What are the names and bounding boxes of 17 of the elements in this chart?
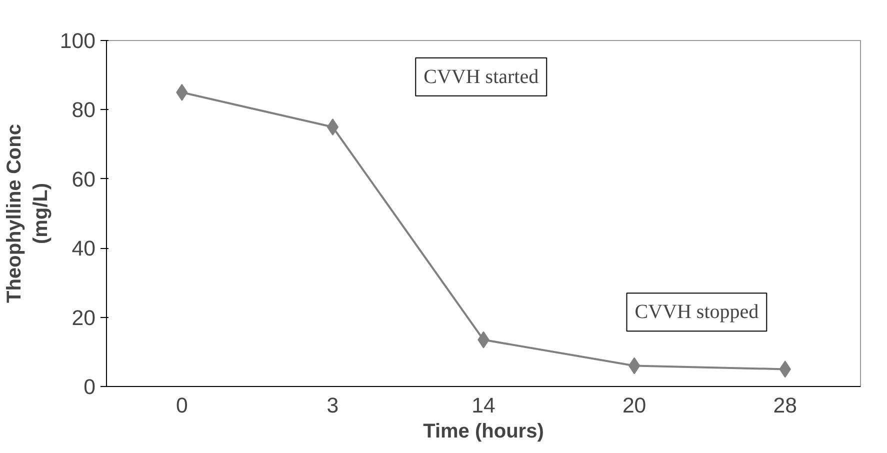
x-axis-title: Time (hours) <box>423 420 544 442</box>
y-tick-label: 60 <box>72 167 96 192</box>
y-tick-label: 80 <box>72 98 96 122</box>
y-tick-label: 100 <box>60 29 96 53</box>
annotation: CVVH started <box>424 66 539 88</box>
point <box>326 118 339 136</box>
annotation: CVVH stopped <box>634 301 759 324</box>
x-tick-label: 14 <box>472 394 496 418</box>
y-tick-label: 40 <box>72 236 96 261</box>
x-tick-label: 3 <box>326 394 339 418</box>
x-tick-label: 0 <box>176 394 188 418</box>
y-tick-label: 0 <box>84 375 96 399</box>
x-tick-label: 28 <box>773 394 797 418</box>
x-tick-label: 20 <box>622 394 646 418</box>
y-axis-title: Theophylline Conc (mg/L) <box>4 124 52 303</box>
point <box>628 357 640 374</box>
y-tick-label: 20 <box>72 306 96 330</box>
